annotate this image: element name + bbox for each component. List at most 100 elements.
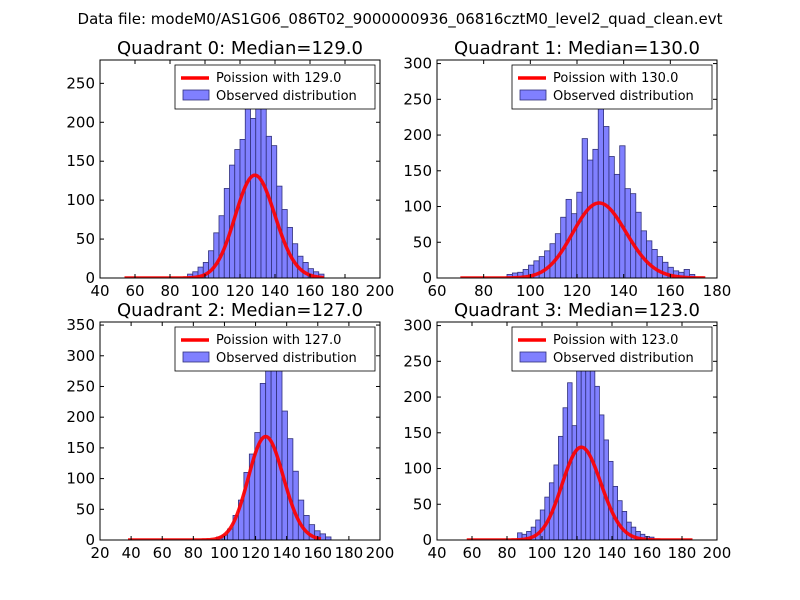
x-tick-label: 80 xyxy=(184,544,203,562)
x-tick-label: 200 xyxy=(366,544,395,562)
histogram-bar xyxy=(571,213,578,278)
y-tick-label: 300 xyxy=(403,317,432,335)
x-tick-label: 120 xyxy=(563,282,592,300)
histogram-bar xyxy=(276,361,283,540)
histogram-bar xyxy=(646,240,653,278)
legend-bar-swatch xyxy=(519,89,547,101)
x-tick-label: 60 xyxy=(125,282,144,300)
x-tick-label: 100 xyxy=(516,282,545,300)
x-tick-label: 40 xyxy=(427,544,446,562)
histogram-bar xyxy=(592,148,599,278)
y-tick-label: 150 xyxy=(403,424,432,442)
x-tick-label: 40 xyxy=(122,544,141,562)
histogram-bar xyxy=(619,145,626,278)
x-tick-label: 180 xyxy=(335,544,364,562)
y-tick-label: 50 xyxy=(413,495,432,513)
y-tick-label: 50 xyxy=(76,230,95,248)
legend-box xyxy=(511,64,713,110)
quadrant-1-panel: 60 80 100 120 140 160 180 0 50 100 150 200 250 300 Qua… xyxy=(403,38,731,300)
poisson-curve xyxy=(127,434,322,540)
x-tick-label: 140 xyxy=(598,544,627,562)
x-tick-label: 60 xyxy=(153,544,172,562)
x-tick-label: 160 xyxy=(656,282,685,300)
legend-bar-swatch xyxy=(519,351,547,363)
poisson-curve xyxy=(124,173,325,278)
y-tick-label: 200 xyxy=(403,126,432,144)
histogram-bar xyxy=(594,385,600,540)
y-tick-label: 100 xyxy=(66,191,95,209)
legend-line-label: Poission with 123.0 xyxy=(553,333,678,348)
x-tick-label: 180 xyxy=(703,282,732,300)
legend-line-label: Poission with 129.0 xyxy=(216,71,341,86)
y-tick-label: 100 xyxy=(403,198,432,216)
x-tick-label: 140 xyxy=(261,282,290,300)
histogram-bar xyxy=(621,511,628,540)
histogram-bar xyxy=(608,156,615,278)
subplot-title: Quadrant 3: Median=123.0 xyxy=(454,300,700,321)
legend-box xyxy=(511,326,713,372)
histogram-bar xyxy=(603,126,610,278)
y-tick-label: 200 xyxy=(66,113,95,131)
legend-bar-label: Observed distribution xyxy=(553,89,694,104)
subplot-title: Quadrant 2: Median=127.0 xyxy=(117,300,363,321)
histogram-bar xyxy=(239,139,246,278)
y-tick-label: 50 xyxy=(413,233,432,251)
legend-box xyxy=(174,64,376,110)
legend-bar-swatch xyxy=(182,89,210,101)
y-tick-label: 250 xyxy=(403,352,432,370)
x-tick-label: 180 xyxy=(668,544,697,562)
y-tick-label: 200 xyxy=(66,408,95,426)
x-tick-label: 200 xyxy=(703,544,732,562)
y-tick-label: 0 xyxy=(422,269,432,287)
x-tick-label: 80 xyxy=(160,282,179,300)
x-tick-label: 100 xyxy=(528,544,557,562)
x-tick-label: 40 xyxy=(90,282,109,300)
x-tick-label: 180 xyxy=(331,282,360,300)
y-tick-label: 100 xyxy=(66,470,95,488)
y-tick-label: 250 xyxy=(403,90,432,108)
x-tick-label: 80 xyxy=(497,544,516,562)
histogram-bar xyxy=(597,90,605,278)
y-tick-label: 0 xyxy=(85,531,95,549)
x-tick-label: 100 xyxy=(210,544,239,562)
plot-area xyxy=(460,90,706,278)
x-tick-label: 60 xyxy=(427,282,446,300)
y-tick-label: 100 xyxy=(403,460,432,478)
histogram-bar xyxy=(319,533,326,540)
histogram-bar xyxy=(571,425,578,540)
x-tick-label: 160 xyxy=(303,544,332,562)
plot-area xyxy=(127,333,332,540)
x-tick-label: 160 xyxy=(296,282,325,300)
x-tick-label: 60 xyxy=(462,544,481,562)
x-tick-label: 120 xyxy=(241,544,270,562)
histogram-bar xyxy=(626,521,632,540)
histogram-bar xyxy=(656,256,664,278)
histogram-bar xyxy=(630,193,637,278)
plot-area xyxy=(466,335,693,540)
y-tick-label: 150 xyxy=(66,152,95,170)
subplot-title: Quadrant 0: Median=129.0 xyxy=(117,38,363,59)
histogram-bar xyxy=(576,191,583,278)
x-tick-label: 140 xyxy=(272,544,301,562)
histogram-bar xyxy=(585,346,591,540)
histogram-bar xyxy=(259,383,267,540)
y-tick-label: 50 xyxy=(76,500,95,518)
figure-title: Data file: modeM0/AS1G06_086T02_90000009… xyxy=(78,10,723,29)
histogram-bar xyxy=(613,173,621,278)
y-tick-label: 150 xyxy=(403,162,432,180)
y-tick-label: 0 xyxy=(85,269,95,287)
legend-line-label: Poission with 127.0 xyxy=(216,333,341,348)
quadrant-2-panel: 20 40 60 80 100 120 140 160 180 20005010015020025… xyxy=(66,300,394,562)
x-tick-label: 100 xyxy=(191,282,220,300)
legend-bar-label: Observed distribution xyxy=(553,351,694,366)
x-tick-label: 120 xyxy=(226,282,255,300)
y-tick-label: 300 xyxy=(403,55,432,73)
legend-bar-swatch xyxy=(182,351,210,363)
histogram-bar xyxy=(538,256,545,278)
y-tick-label: 250 xyxy=(66,377,95,395)
histogram-bar xyxy=(213,232,220,278)
histogram-bar xyxy=(651,249,658,278)
x-tick-label: 80 xyxy=(474,282,493,300)
x-tick-label: 160 xyxy=(633,544,662,562)
